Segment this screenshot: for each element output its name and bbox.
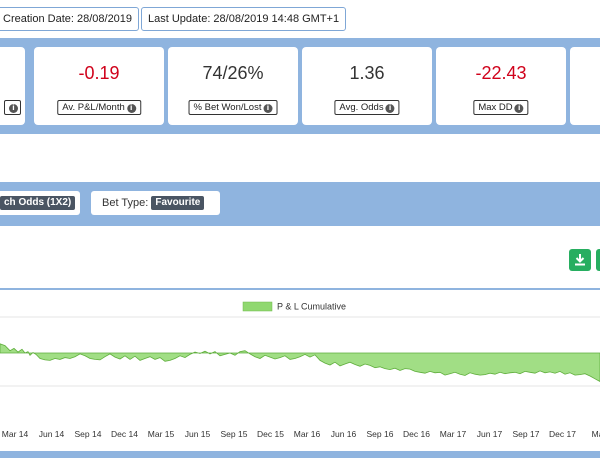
x-tick-label: Dec 14: [111, 429, 138, 439]
x-tick-label: Mar 14: [2, 429, 29, 439]
info-icon[interactable]: i: [514, 104, 524, 113]
stat-card-partial-left: i: [0, 47, 25, 125]
stat-card-avg-odds: 1.36 Avg. Odds i: [302, 47, 432, 125]
stat-label-max-dd: Max DD i: [473, 100, 529, 115]
legend-label: P & L Cumulative: [277, 302, 346, 312]
chart-top-border: [0, 288, 600, 290]
download-icon: [575, 254, 585, 266]
x-tick-label: Sep 14: [75, 429, 102, 439]
x-tick-label: Jun 14: [39, 429, 65, 439]
chart-legend[interactable]: P & L Cumulative: [242, 301, 346, 312]
bottom-band: [0, 451, 600, 458]
stat-value-avg-odds: 1.36: [349, 63, 385, 83]
stat-label-bet-won-lost: % Bet Won/Lost i: [188, 100, 278, 115]
download-button[interactable]: [569, 249, 591, 271]
bet-type-filter[interactable]: Bet Type: Favourite: [91, 191, 220, 215]
stat-label-av-pl-month: Av. P&L/Month i: [57, 100, 141, 115]
secondary-export-button[interactable]: [596, 249, 600, 271]
stat-value-bet-won-lost: 74/26%: [202, 63, 264, 83]
stat-card-av-pl-month: -0.19 Av. P&L/Month i: [34, 47, 164, 125]
stat-value-av-pl-month: -0.19: [78, 63, 120, 83]
x-tick-label: Sep 16: [367, 429, 394, 439]
stat-card-partial-right: [570, 47, 600, 125]
x-tick-label: Dec 15: [257, 429, 284, 439]
x-tick-label: Mar 15: [148, 429, 175, 439]
info-icon[interactable]: i: [126, 104, 136, 113]
legend-swatch: [242, 301, 273, 312]
bet-type-chip: Favourite: [151, 196, 205, 210]
info-icon[interactable]: i: [9, 104, 18, 113]
stat-label-partial: i: [4, 100, 21, 115]
x-tick-label: Mar: [592, 429, 600, 439]
x-tick-label: Jun 16: [331, 429, 357, 439]
market-filter[interactable]: ch Odds (1X2): [0, 191, 80, 215]
x-tick-label: Sep 17: [513, 429, 540, 439]
x-tick-label: Jun 17: [477, 429, 503, 439]
stat-card-bet-won-lost: 74/26% % Bet Won/Lost i: [168, 47, 298, 125]
x-tick-label: Sep 15: [221, 429, 248, 439]
x-tick-label: Dec 16: [403, 429, 430, 439]
x-tick-label: Jun 15: [185, 429, 211, 439]
last-update-box: Last Update: 28/08/2019 14:48 GMT+1: [141, 7, 347, 31]
market-chip: ch Odds (1X2): [0, 196, 76, 210]
creation-date-box: Creation Date: 28/08/2019: [0, 7, 140, 31]
info-icon[interactable]: i: [263, 104, 273, 113]
x-tick-label: Mar 17: [440, 429, 467, 439]
filter-band: [0, 182, 600, 226]
series-area-pl-cumulative: [0, 343, 600, 382]
bet-type-label: Bet Type:: [102, 197, 149, 209]
info-icon[interactable]: i: [385, 104, 395, 113]
x-tick-label: Dec 17: [549, 429, 576, 439]
stat-card-max-dd: -22.43 Max DD i: [436, 47, 566, 125]
x-tick-label: Mar 16: [294, 429, 321, 439]
stat-value-max-dd: -22.43: [475, 63, 527, 83]
pl-chart: P & L Cumulative Mar 14 Jun 14 Sep 14 Dec 1…: [0, 301, 600, 439]
stat-label-avg-odds: Avg. Odds i: [334, 100, 400, 115]
